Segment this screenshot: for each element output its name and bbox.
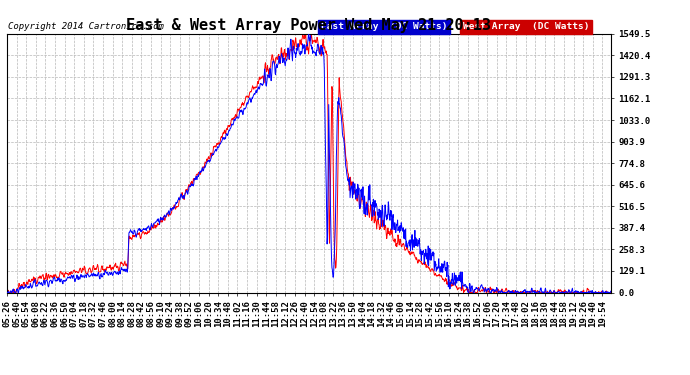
Text: Copyright 2014 Cartronics.com: Copyright 2014 Cartronics.com (8, 22, 164, 31)
Title: East & West Array Power Wed May 21 20:13: East & West Array Power Wed May 21 20:13 (126, 18, 491, 33)
Text: West Array  (DC Watts): West Array (DC Watts) (463, 22, 589, 31)
Text: East Array  (DC Watts): East Array (DC Watts) (321, 22, 447, 31)
